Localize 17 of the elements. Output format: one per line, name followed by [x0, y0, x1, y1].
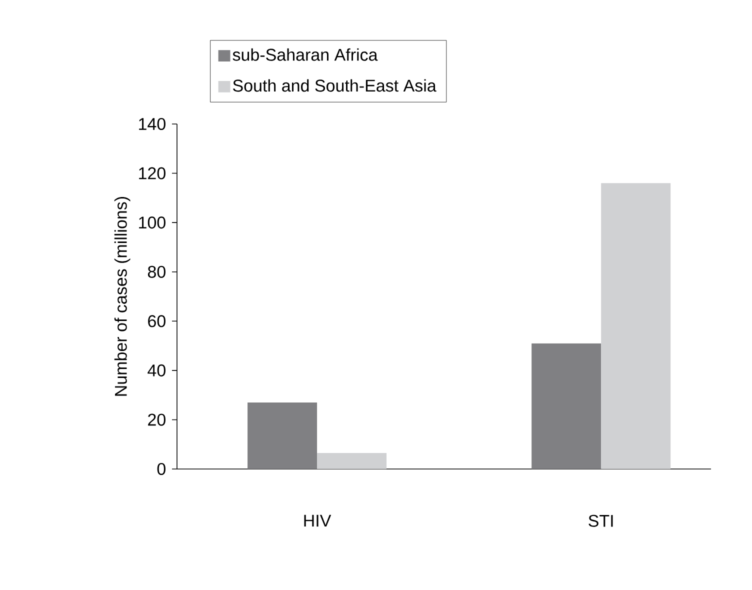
y-tick-label: 120 — [139, 167, 166, 180]
bar — [317, 452, 387, 469]
x-tick-label: HIV — [304, 514, 332, 527]
x-tick-label: STI — [588, 514, 613, 527]
y-tick-label: 80 — [148, 266, 166, 278]
legend-label: sub-Saharan Africa — [232, 48, 378, 61]
y-tick-label: 140 — [139, 118, 166, 130]
y-axis-title: Number of cases (millions) — [114, 196, 130, 396]
bar — [248, 402, 318, 469]
y-tick-label: 40 — [148, 364, 166, 376]
legend-label: South and South-East Asia — [233, 79, 436, 92]
bar — [532, 343, 602, 469]
bar — [601, 183, 671, 469]
y-tick-label: 20 — [148, 414, 166, 426]
y-tick-label: 0 — [157, 462, 166, 476]
y-tick-label: 100 — [139, 216, 166, 229]
y-tick-label: 60 — [148, 315, 166, 328]
